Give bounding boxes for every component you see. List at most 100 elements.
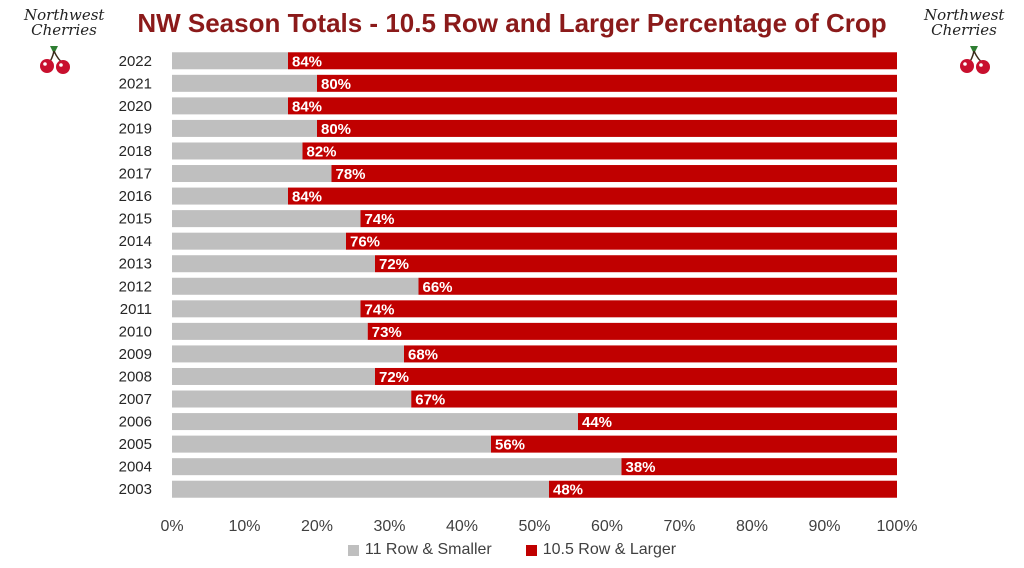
- data-label: 78%: [336, 166, 366, 183]
- bar-segment-small: [172, 277, 419, 295]
- y-tick-label: 2007: [119, 391, 152, 408]
- bar-segment-small: [172, 413, 578, 431]
- bar-segment-large: [404, 345, 897, 363]
- data-label: 67%: [415, 392, 445, 409]
- stacked-bar-chart: 2022 84% 2021 80% 2020 84% 2019 80% 2018 82% 2017 7…: [119, 52, 918, 535]
- bar-segment-large: [375, 367, 897, 385]
- y-tick-label: 2015: [119, 211, 152, 228]
- bar-segment-large: [360, 210, 897, 228]
- cherries-icon: [40, 46, 70, 74]
- bar-segment-large: [360, 300, 897, 318]
- logo-text-line2: Cherries: [931, 21, 997, 39]
- legend-item-small: 11 Row & Smaller: [347, 541, 492, 559]
- bar-segment-large: [288, 97, 897, 115]
- bar-segment-small: [172, 187, 288, 205]
- bar-segment-small: [172, 119, 317, 137]
- bar-segment-small: [172, 480, 549, 498]
- y-tick-label: 2021: [119, 75, 152, 92]
- bar-segment-large: [491, 435, 897, 453]
- bar-segment-small: [172, 458, 622, 476]
- x-tick-label: 90%: [808, 518, 840, 535]
- x-tick-label: 10%: [228, 518, 260, 535]
- bar-segment-large: [411, 390, 897, 408]
- bar-segment-small: [172, 142, 303, 160]
- bar-segment-small: [172, 322, 368, 340]
- bar-segment-large: [288, 187, 897, 205]
- x-tick-label: 20%: [301, 518, 333, 535]
- legend-item-large: 10.5 Row & Larger: [525, 541, 677, 559]
- y-tick-label: 2018: [119, 143, 152, 160]
- data-label: 84%: [292, 98, 322, 115]
- x-tick-label: 0%: [160, 518, 183, 535]
- bar-segment-large: [621, 458, 897, 476]
- x-tick-label: 80%: [736, 518, 768, 535]
- y-tick-label: 2006: [119, 414, 152, 431]
- x-tick-label: 50%: [518, 518, 550, 535]
- logo-text-line1: Northwest: [24, 6, 105, 24]
- bar-segment-large: [418, 277, 897, 295]
- cherries-icon: [960, 46, 990, 74]
- data-label: 68%: [408, 346, 438, 363]
- bar-segment-small: [172, 345, 404, 363]
- y-tick-label: 2020: [119, 98, 152, 115]
- data-label: 82%: [307, 143, 337, 160]
- logo-wordmark: Northwest Cherries: [924, 8, 1004, 38]
- bar-segment-large: [331, 165, 897, 183]
- logo-text-line2: Cherries: [31, 21, 97, 39]
- x-tick-label: 60%: [591, 518, 623, 535]
- x-tick-label: 40%: [446, 518, 478, 535]
- bar-segment-large: [288, 52, 897, 70]
- northwest-cherries-logo-left: Northwest Cherries: [24, 4, 104, 78]
- bar-segment-large: [549, 480, 897, 498]
- data-label: 44%: [582, 414, 612, 431]
- logo-text-line1: Northwest: [924, 6, 1005, 24]
- bar-segment-large: [302, 142, 897, 160]
- y-tick-label: 2014: [119, 233, 152, 250]
- northwest-cherries-logo-right: Northwest Cherries: [924, 4, 1004, 78]
- y-tick-label: 2009: [119, 346, 152, 363]
- bar-segment-large: [317, 74, 897, 92]
- x-tick-label: 30%: [373, 518, 405, 535]
- data-label: 76%: [350, 234, 380, 251]
- chart-legend: 11 Row & Smaller 10.5 Row & Larger: [0, 541, 1024, 559]
- data-label: 72%: [379, 256, 409, 273]
- data-label: 84%: [292, 189, 322, 206]
- legend-label-small: 11 Row & Smaller: [364, 541, 492, 558]
- legend-label-large: 10.5 Row & Larger: [542, 541, 677, 558]
- y-tick-label: 2017: [119, 166, 152, 183]
- y-tick-label: 2010: [119, 323, 152, 340]
- bar-segment-small: [172, 97, 288, 115]
- y-tick-label: 2016: [119, 188, 152, 205]
- data-label: 48%: [553, 482, 583, 499]
- bar-segment-small: [172, 52, 288, 70]
- logo-wordmark: Northwest Cherries: [24, 8, 104, 38]
- bar-segment-small: [172, 367, 375, 385]
- y-tick-label: 2003: [119, 481, 152, 498]
- data-label: 74%: [365, 211, 395, 228]
- x-tick-label: 100%: [877, 518, 918, 535]
- legend-swatch-large: [525, 544, 537, 556]
- bar-segment-large: [375, 255, 897, 273]
- data-label: 73%: [372, 324, 402, 341]
- bar-segment-large: [346, 232, 897, 250]
- bar-segment-small: [172, 232, 346, 250]
- bar-segment-small: [172, 165, 332, 183]
- y-tick-label: 2004: [119, 459, 152, 476]
- y-tick-label: 2012: [119, 278, 152, 295]
- bar-segment-small: [172, 210, 361, 228]
- y-tick-label: 2013: [119, 256, 152, 273]
- bar-segment-small: [172, 255, 375, 273]
- data-label: 56%: [495, 437, 525, 454]
- y-tick-label: 2005: [119, 436, 152, 453]
- bar-segment-large: [578, 413, 897, 431]
- bar-segment-large: [367, 322, 897, 340]
- data-label: 80%: [321, 121, 351, 138]
- y-tick-label: 2022: [119, 53, 152, 70]
- y-tick-label: 2011: [120, 301, 152, 318]
- bar-segment-small: [172, 74, 317, 92]
- bar-segment-small: [172, 435, 491, 453]
- x-tick-label: 70%: [663, 518, 695, 535]
- data-label: 74%: [365, 301, 395, 318]
- data-label: 66%: [423, 279, 453, 296]
- data-label: 80%: [321, 76, 351, 93]
